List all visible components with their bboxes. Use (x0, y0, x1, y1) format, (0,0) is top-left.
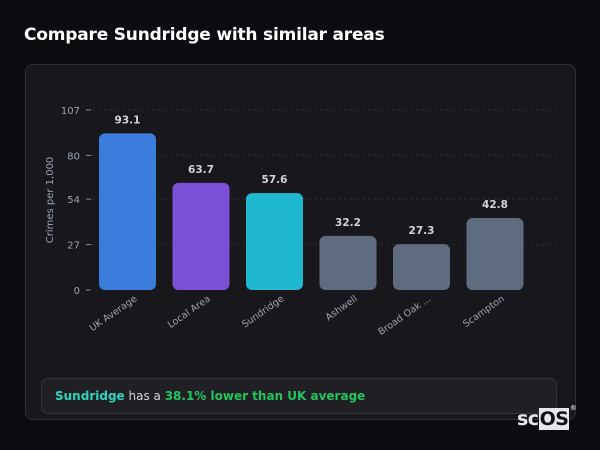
bar (466, 218, 524, 290)
y-tick-label: 80 (67, 151, 80, 162)
data-label: 42.8 (482, 199, 508, 211)
x-tick-label: Local Area (166, 293, 213, 330)
data-label: 27.3 (409, 225, 435, 237)
x-tick-label: Ashwell (324, 293, 360, 323)
bar (172, 182, 230, 290)
bar (393, 244, 450, 290)
y-tick-label: 54 (67, 195, 80, 206)
bar (319, 235, 377, 290)
scos-logo: scOS ® (517, 404, 577, 430)
data-label: 57.6 (262, 174, 288, 186)
page-title: Compare Sundridge with similar areas (24, 25, 385, 45)
callout-text: has a (124, 389, 165, 403)
data-label: 63.7 (188, 164, 214, 176)
x-tick-label: Sundridge (240, 293, 286, 330)
area-name: Sundridge (55, 389, 125, 403)
data-label: 93.1 (115, 114, 141, 126)
x-tick-label: UK Average (88, 293, 140, 334)
x-tick-label: Scampton (461, 293, 507, 329)
comparison-highlight: 38.1% lower than UK average (164, 389, 366, 403)
bar (246, 193, 303, 290)
y-tick-label: 0 (74, 286, 80, 297)
y-axis-label: Crimes per 1,000 (45, 157, 56, 244)
comparison-callout: Sundridge has a 38.1% lower than UK aver… (41, 378, 557, 414)
data-label: 32.2 (335, 217, 361, 229)
x-tick-label: Broad Oak ... (376, 293, 433, 337)
y-tick-label: 107 (61, 106, 80, 117)
bar (99, 133, 156, 290)
y-tick-label: 27 (67, 241, 80, 252)
